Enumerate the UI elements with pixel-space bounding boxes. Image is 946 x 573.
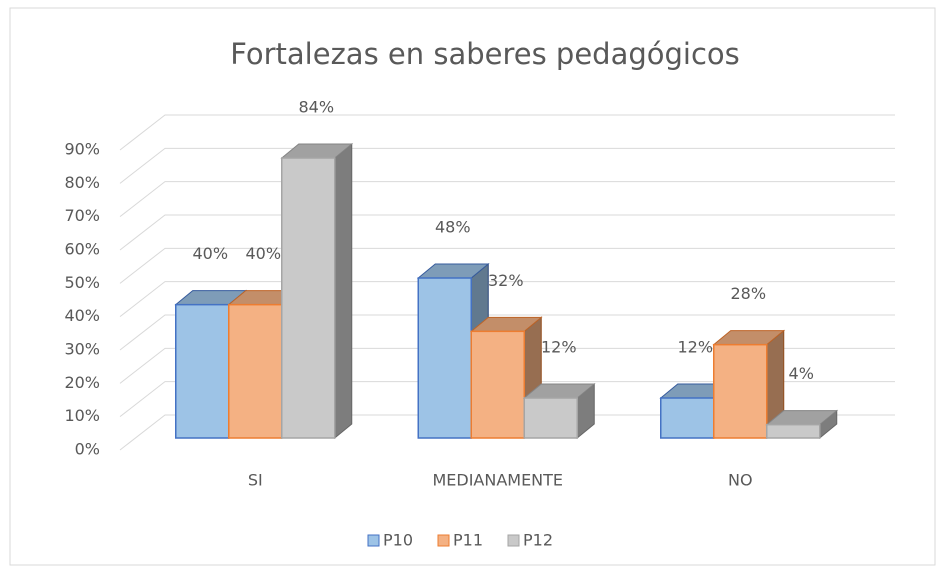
grid-line [119,281,895,318]
legend-swatch [437,534,450,547]
y-tick-label: 10% [64,406,100,425]
bar-3d [765,409,839,440]
bar [660,397,715,439]
legend-label: P12 [523,531,553,550]
bar-3d [522,382,596,440]
y-tick-label: 60% [64,240,100,259]
data-label: 84% [298,98,334,117]
grid-line [119,247,895,284]
data-label: 48% [435,218,471,237]
data-label: 12% [541,338,577,357]
legend-swatch [367,534,380,547]
x-tick-label: NO [728,471,753,490]
bar-side [334,142,353,440]
bar [713,343,768,439]
y-tick-label: 70% [64,206,100,225]
bar [766,423,821,439]
x-tick-label: MEDIANAMENTE [432,471,563,490]
bar [417,277,472,439]
grid-line [119,147,895,184]
chart-title: Fortalezas en saberes pedagógicos [230,37,740,71]
data-label: 32% [488,271,524,290]
data-label: 4% [789,364,814,383]
x-tick-label: SI [248,471,263,490]
data-label: 28% [730,284,766,303]
y-tick-label: 20% [64,373,100,392]
legend-label: P10 [383,531,413,550]
bar [228,303,283,439]
y-tick-label: 30% [64,340,100,359]
bar [175,303,230,439]
y-tick-label: 90% [64,140,100,159]
legend-label: P11 [453,531,483,550]
bar [281,157,336,439]
grid-line [119,114,895,151]
bar [523,397,578,439]
y-tick-label: 80% [64,173,100,192]
data-label: 40% [245,244,281,263]
legend-swatch [507,534,520,547]
grid-line [119,214,895,251]
grid-line [119,381,895,418]
grid-line [119,314,895,351]
grid-line [119,414,895,451]
y-tick-label: 0% [75,440,100,459]
grid-line [119,181,895,218]
bar [470,330,525,439]
bar-3d [280,142,354,440]
grid-line [119,347,895,384]
data-label: 40% [192,244,228,263]
bar-3d [712,329,786,440]
data-label: 12% [677,338,713,357]
y-tick-label: 40% [64,306,100,325]
y-tick-label: 50% [64,273,100,292]
